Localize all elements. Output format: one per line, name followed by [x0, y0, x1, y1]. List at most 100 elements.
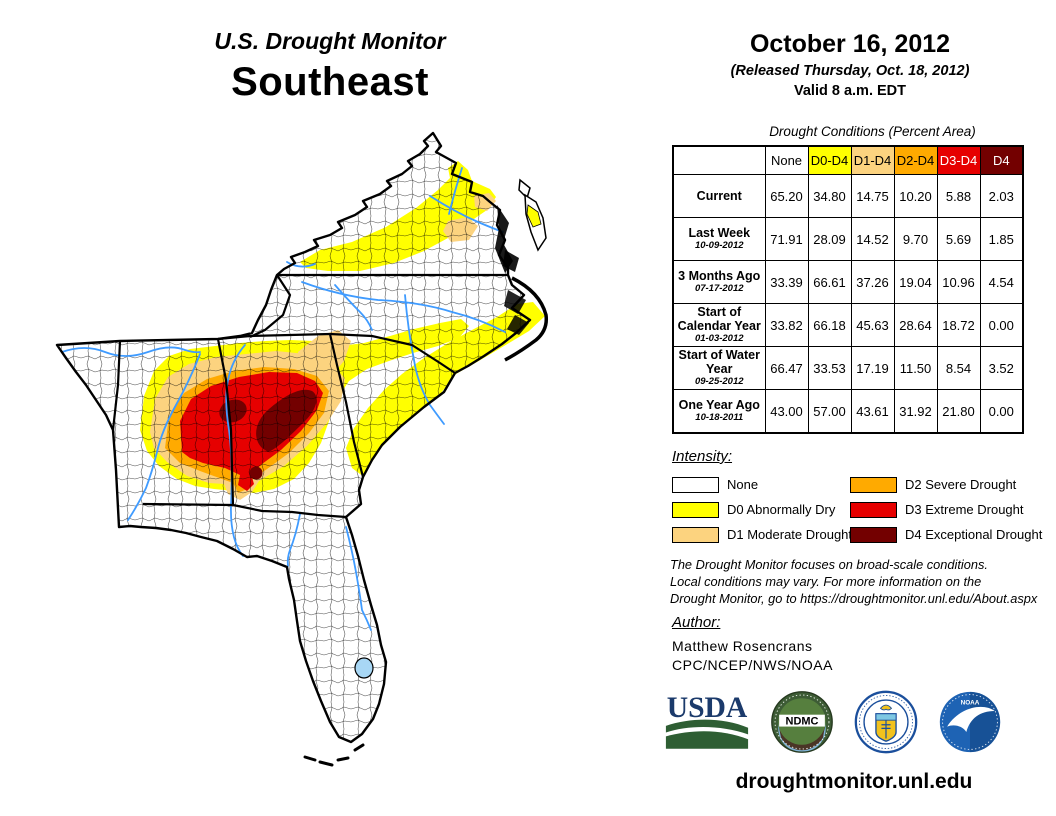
cell: 28.64 — [893, 303, 938, 347]
cell: 10.20 — [893, 174, 938, 218]
author-block: Author: Matthew Rosencrans CPC/NCEP/NWS/… — [672, 614, 833, 673]
chesapeake-tidewater — [495, 205, 529, 335]
cell: 3.52 — [979, 346, 1024, 390]
col-none: None — [764, 145, 809, 175]
table-row: Current 65.20 34.80 14.75 10.20 5.88 2.0… — [672, 174, 1024, 218]
florida-keys — [303, 743, 365, 767]
col-d3-d4: D3-D4 — [936, 145, 981, 175]
d3-swatch — [850, 501, 897, 518]
row-label: 3 Months Ago — [678, 268, 761, 283]
eastern-shore — [518, 178, 547, 252]
cell: 14.52 — [850, 217, 895, 261]
date-block: October 16, 2012 (Released Thursday, Oct… — [664, 30, 1036, 99]
cell: 45.63 — [850, 303, 895, 347]
table-row: Last Week 10-09-2012 71.91 28.09 14.52 9.… — [672, 217, 1024, 261]
row-label: Current — [696, 188, 742, 203]
usda-wordmark: USDA — [667, 692, 748, 724]
outer-banks — [504, 276, 549, 362]
cell: 66.18 — [807, 303, 852, 347]
table-corner-cell — [673, 146, 765, 175]
ndmc-logo: NDMC — [771, 691, 833, 753]
rivers — [61, 167, 506, 631]
cell: 10.96 — [936, 260, 981, 304]
cell: 9.70 — [893, 217, 938, 261]
cell: 28.09 — [807, 217, 852, 261]
cell: 11.50 — [893, 346, 938, 390]
footer-url: droughtmonitor.unl.edu — [735, 770, 973, 793]
cell: 5.88 — [936, 174, 981, 218]
usda-logo: USDA — [665, 692, 749, 749]
col-d4: D4 — [979, 145, 1024, 175]
valid-time: Valid 8 a.m. EDT — [793, 83, 906, 99]
d2-swatch — [850, 476, 897, 493]
cell: 57.00 — [807, 389, 852, 434]
cell: 8.54 — [936, 346, 981, 390]
row-label: Start of Calendar Year — [677, 304, 761, 334]
report-title: U.S. Drought Monitor — [214, 28, 446, 54]
cell: 33.39 — [764, 260, 809, 304]
col-d1-d4: D1-D4 — [850, 145, 895, 175]
author-name: Matthew Rosencrans — [672, 638, 813, 654]
table-row: Start of Water Year 09-25-2012 66.47 33.5… — [672, 346, 1024, 390]
table-row: 3 Months Ago 07-17-2012 33.39 66.61 37.26… — [672, 260, 1024, 304]
disclaimer: The Drought Monitor focuses on broad-sca… — [670, 557, 1038, 607]
d0-swatch — [672, 501, 719, 518]
row-label: Start of Water Year — [678, 347, 761, 377]
row-label: One Year Ago — [678, 397, 760, 412]
cell: 18.72 — [936, 303, 981, 347]
cell: 19.04 — [893, 260, 938, 304]
row-date: 10-18-2011 — [695, 412, 744, 424]
legend-title: Intensity: — [672, 448, 733, 465]
lake-okeechobee — [354, 657, 374, 679]
region-title: Southeast — [231, 60, 429, 104]
col-d2-d4: D2-D4 — [893, 145, 938, 175]
cell: 21.80 — [936, 389, 981, 434]
author-org: CPC/NCEP/NWS/NOAA — [672, 657, 833, 673]
cell: 65.20 — [764, 174, 809, 218]
d1-swatch — [672, 526, 719, 543]
row-date: 09-25-2012 — [694, 376, 744, 388]
cell: 43.61 — [850, 389, 895, 434]
col-d0-d4: D0-D4 — [807, 145, 852, 175]
table-header-row: None D0-D4 D1-D4 D2-D4 D3-D4 D4 — [673, 145, 1024, 175]
noaa-logo: NOAA — [939, 691, 1001, 753]
cell: 4.54 — [979, 260, 1024, 304]
legend-item-d3: D3 Extreme Drought — [850, 497, 1040, 522]
cell: 33.82 — [764, 303, 809, 347]
state-borders — [111, 273, 508, 519]
cell: 71.91 — [764, 217, 809, 261]
cell: 33.53 — [807, 346, 852, 390]
cell: 37.26 — [850, 260, 895, 304]
table-row: Start of Calendar Year 01-03-2012 33.82 6… — [672, 303, 1024, 347]
cell: 34.80 — [807, 174, 852, 218]
agency-logos: USDA NDMC NOAA — [664, 690, 1044, 754]
legend-item-d1: D1 Moderate Drought — [672, 522, 852, 547]
row-label: Last Week — [688, 225, 751, 240]
cell: 0.00 — [979, 303, 1024, 347]
cell: 66.47 — [764, 346, 809, 390]
ndmc-wordmark: NDMC — [786, 716, 819, 728]
table-title: Drought Conditions (Percent Area) — [769, 124, 976, 139]
d4-swatch — [850, 526, 897, 543]
drought-conditions-table: None D0-D4 D1-D4 D2-D4 D3-D4 D4 Current … — [672, 145, 1024, 434]
noaa-wordmark: NOAA — [961, 700, 980, 707]
row-date: 01-03-2012 — [694, 333, 744, 345]
cell: 31.92 — [893, 389, 938, 434]
none-swatch — [672, 476, 719, 493]
author-heading: Author: — [672, 614, 721, 631]
cell: 43.00 — [764, 389, 809, 434]
map-date: October 16, 2012 — [749, 30, 951, 58]
drought-map — [55, 131, 549, 767]
released-date: (Released Thursday, Oct. 18, 2012) — [730, 63, 970, 79]
county-lines — [57, 133, 530, 742]
cell: 14.75 — [850, 174, 895, 218]
legend-item-d0: D0 Abnormally Dry — [672, 497, 850, 522]
row-date: 10-09-2012 — [694, 240, 744, 252]
intensity-legend: Intensity: None D0 Abnormally Dry D1 Mod… — [672, 448, 1042, 547]
cell: 2.03 — [979, 174, 1024, 218]
commerce-seal-logo — [854, 690, 918, 754]
row-date: 07-17-2012 — [694, 283, 744, 295]
cell: 17.19 — [850, 346, 895, 390]
legend-item-d2: D2 Severe Drought — [850, 472, 1040, 497]
